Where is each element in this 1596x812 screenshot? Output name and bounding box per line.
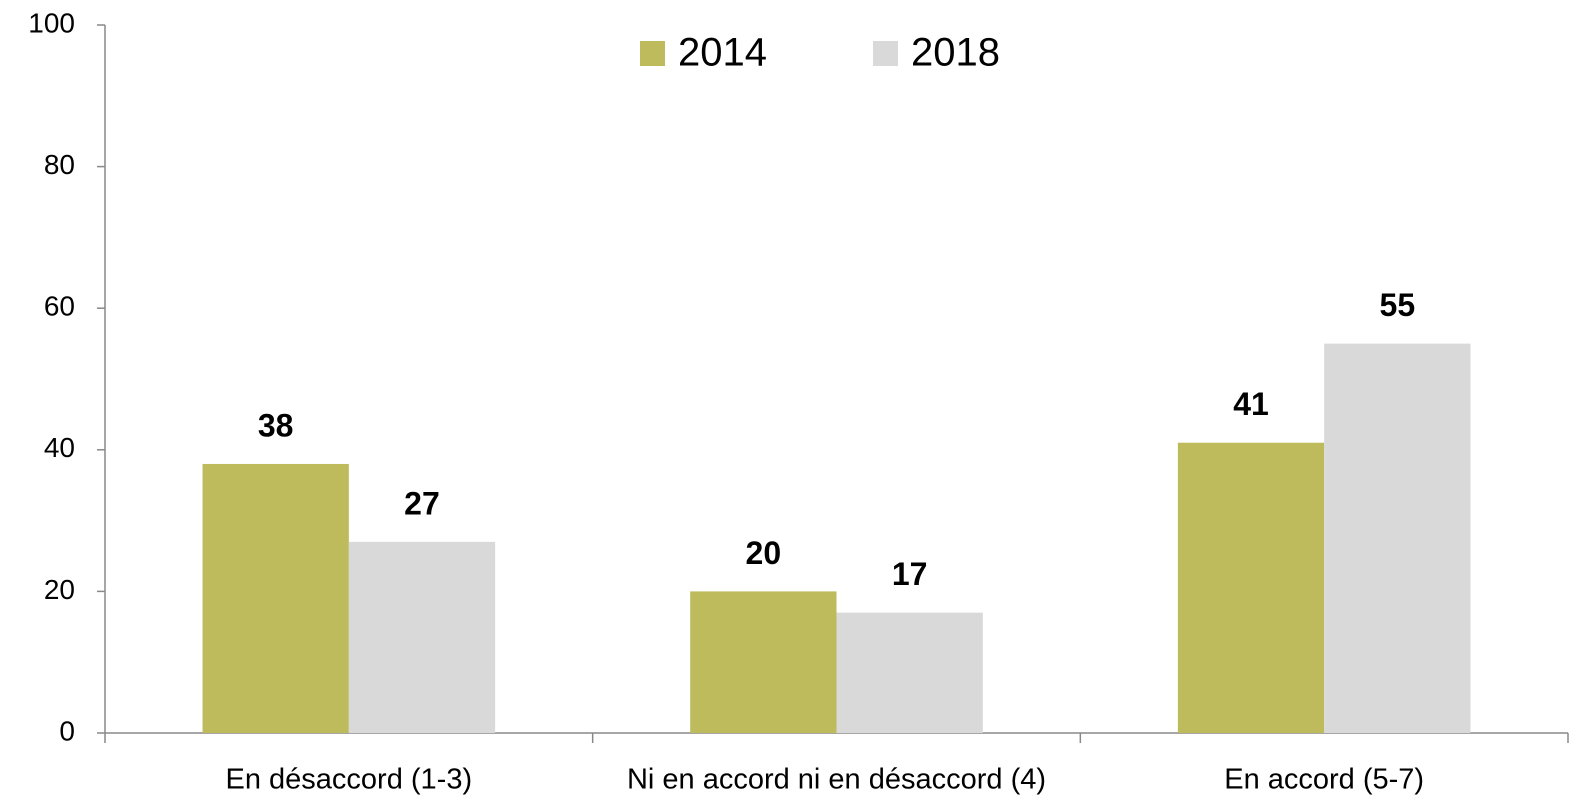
data-label: 41 — [1233, 386, 1269, 422]
bar — [1324, 343, 1471, 733]
data-label: 38 — [258, 407, 294, 443]
bar — [690, 591, 837, 733]
legend-label: 2014 — [678, 31, 767, 75]
data-label: 20 — [746, 535, 782, 571]
legend-swatch — [873, 41, 898, 66]
y-tick-label: 80 — [44, 149, 75, 180]
data-label: 55 — [1380, 287, 1416, 323]
bar — [348, 541, 496, 733]
bar — [202, 463, 349, 733]
bar — [1177, 442, 1325, 733]
x-tick-label: En désaccord (1-3) — [226, 764, 473, 796]
legend-swatch — [640, 41, 665, 66]
y-tick-label: 40 — [44, 432, 75, 463]
y-tick-label: 0 — [59, 715, 75, 746]
legend-label: 2018 — [911, 31, 1000, 75]
x-tick-label: En accord (5-7) — [1224, 764, 1424, 796]
bar — [836, 612, 983, 733]
y-tick-label: 20 — [44, 574, 75, 605]
x-tick-label: Ni en accord ni en désaccord (4) — [627, 764, 1046, 796]
data-label: 17 — [892, 556, 928, 592]
y-tick-label: 60 — [44, 291, 75, 322]
y-tick-label: 100 — [28, 7, 75, 38]
data-label: 27 — [404, 485, 440, 521]
